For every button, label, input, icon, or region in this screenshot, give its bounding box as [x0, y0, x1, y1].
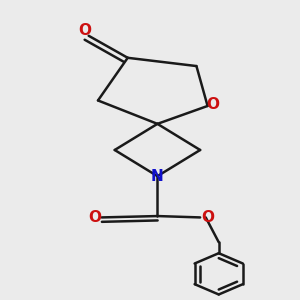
Text: O: O [88, 210, 101, 225]
Text: O: O [79, 23, 92, 38]
Text: O: O [201, 210, 214, 225]
Text: O: O [207, 97, 220, 112]
Text: N: N [151, 169, 164, 184]
